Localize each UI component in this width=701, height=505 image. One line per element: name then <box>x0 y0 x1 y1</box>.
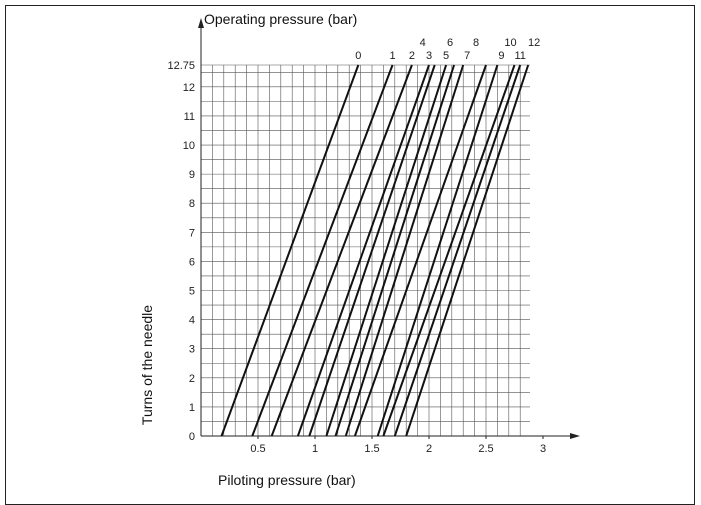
y-tick-label: 9 <box>189 169 195 181</box>
x-tick-label: 2 <box>426 443 432 455</box>
x-tick-label: 3 <box>540 443 546 455</box>
series-line-5 <box>325 64 448 437</box>
series-label-6: 6 <box>447 37 453 49</box>
y-tick-label: 2 <box>189 373 195 385</box>
series-line-3 <box>296 64 430 437</box>
x-tick-label: 1 <box>312 443 318 455</box>
series-line-4 <box>308 64 436 437</box>
series-line-2 <box>270 64 413 437</box>
series-label-1: 1 <box>389 50 395 62</box>
x-tick-label: 1.5 <box>364 443 379 455</box>
series-line-7 <box>344 64 465 437</box>
x-axis-title: Piloting pressure (bar) <box>218 472 356 488</box>
series-label-2: 2 <box>409 50 415 62</box>
x-tick-label: 2.5 <box>478 443 493 455</box>
y-axis-arrow <box>198 18 204 28</box>
y-axis-title-side: Turns of the needle <box>139 305 155 425</box>
y-tick-label: 5 <box>189 286 195 298</box>
y-tick-label: 3 <box>189 344 195 356</box>
series-label-12: 12 <box>528 37 540 49</box>
series-line-10 <box>382 64 516 437</box>
y-tick-label: 6 <box>189 256 195 268</box>
series-label-5: 5 <box>443 50 449 62</box>
series-line-1 <box>251 64 394 437</box>
x-axis-arrow <box>570 433 580 439</box>
y-tick-label: 12 <box>183 82 195 94</box>
series-label-9: 9 <box>498 50 504 62</box>
y-tick-label: 11 <box>184 111 195 123</box>
series-label-11: 11 <box>514 50 525 62</box>
series-label-7: 7 <box>464 50 470 62</box>
series-line-9 <box>376 64 499 437</box>
series-line-6 <box>334 64 456 437</box>
series-label-8: 8 <box>473 37 479 49</box>
series-line-11 <box>393 64 522 437</box>
grid-layer <box>200 64 530 437</box>
y-axis-title-top: Operating pressure (bar) <box>204 11 357 27</box>
y-tick-label: 10 <box>183 140 195 152</box>
y-tick-label: 0 <box>189 431 195 443</box>
series-line-12 <box>405 64 530 437</box>
series-label-4: 4 <box>420 37 426 49</box>
series-line-8 <box>353 64 487 437</box>
series-label-0: 0 <box>355 50 361 62</box>
series-line-0 <box>220 64 360 437</box>
y-tick-label: 7 <box>189 227 195 239</box>
y-tick-label: 4 <box>189 315 195 327</box>
series-label-10: 10 <box>504 37 516 49</box>
series-label-3: 3 <box>426 50 432 62</box>
y-tick-label: 1 <box>189 402 195 414</box>
y-tick-label: 12.75 <box>167 60 195 72</box>
axes-layer <box>198 18 580 439</box>
y-tick-label: 8 <box>189 198 195 210</box>
x-tick-label: 0.5 <box>250 443 265 455</box>
series-lines <box>220 64 530 437</box>
